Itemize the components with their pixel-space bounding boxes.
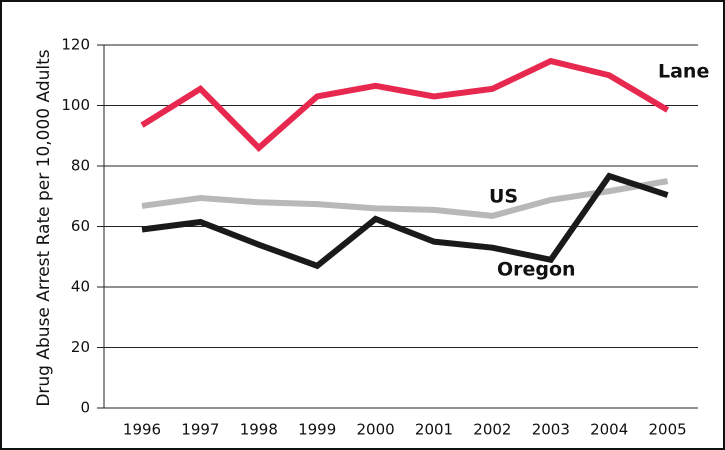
x-tick-label: 2003 (532, 421, 570, 439)
y-axis-label: Drug Abuse Arrest Rate per 10,000 Adults (34, 49, 54, 406)
x-tick-label: 2000 (357, 421, 395, 439)
series-label: Oregon (497, 259, 576, 281)
y-tick-label: 80 (71, 157, 90, 175)
series-line (141, 178, 669, 219)
series-label: US (489, 186, 518, 208)
x-tick-label: 2002 (473, 421, 511, 439)
y-tick-label: 20 (71, 338, 90, 356)
series-label: Lane (658, 61, 709, 83)
y-tick-label: 100 (61, 96, 90, 114)
x-tick-label: 1998 (240, 421, 278, 439)
y-tick-label: 40 (71, 278, 90, 296)
y-tick-label: 60 (71, 217, 90, 235)
x-tick-label: 1999 (298, 421, 336, 439)
y-tick-label: 0 (80, 399, 90, 417)
x-tick-label: 2004 (590, 421, 628, 439)
x-tick-label: 1997 (181, 421, 219, 439)
series-line (140, 57, 670, 152)
series-line (141, 172, 669, 270)
x-tick-label: 1996 (123, 421, 161, 439)
y-tick-label: 120 (61, 36, 90, 54)
x-tick-label: 2005 (649, 421, 687, 439)
x-tick-label: 2001 (415, 421, 453, 439)
